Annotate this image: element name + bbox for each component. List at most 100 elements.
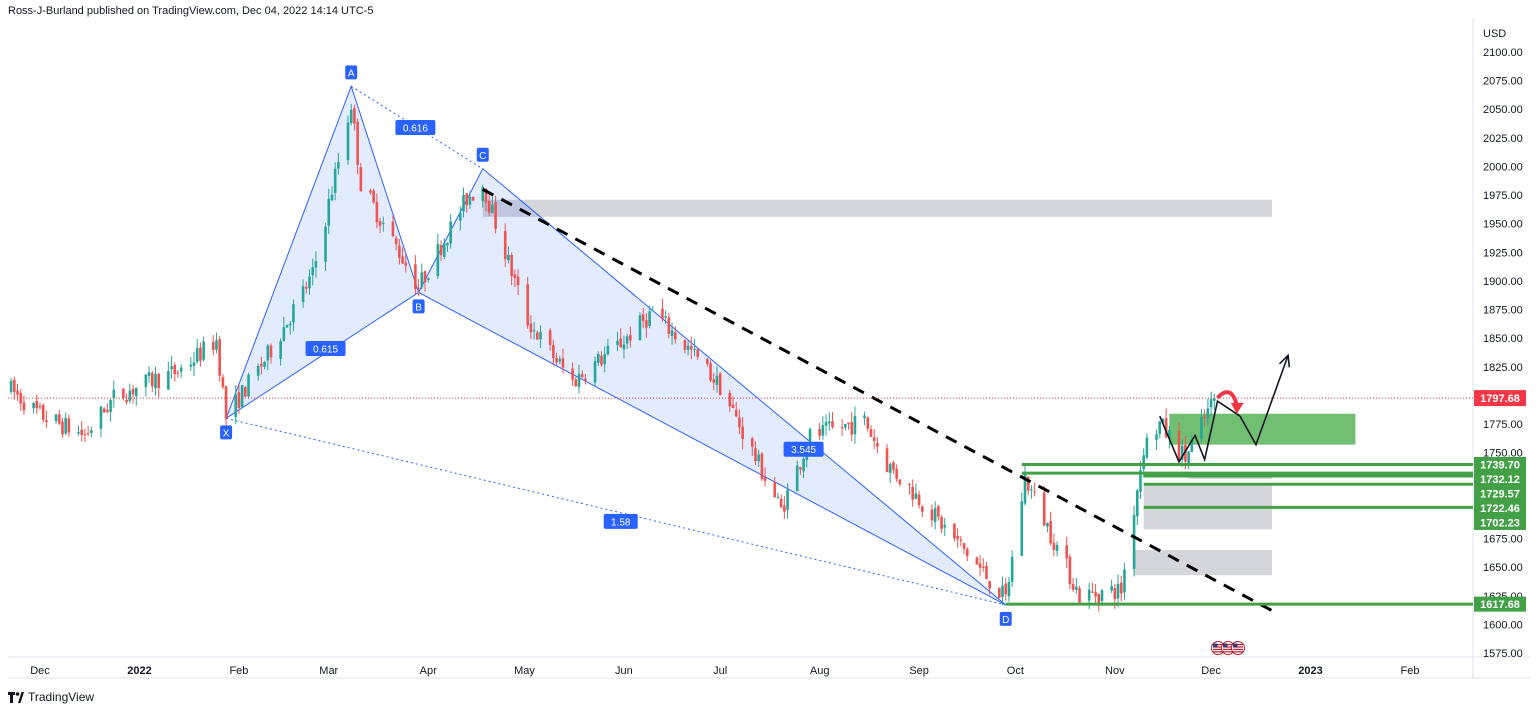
event-icons [1211, 641, 1245, 655]
candle-body [372, 190, 375, 203]
candle-body [195, 348, 199, 362]
level-badge [1474, 471, 1526, 487]
candle-body [821, 425, 825, 436]
candle-body [1097, 594, 1101, 603]
gray-zone [482, 199, 1273, 217]
y-tick-label: 1900.00 [1483, 276, 1523, 288]
pattern-ratio-badge [305, 340, 346, 356]
candle-body [532, 330, 536, 332]
candle-body [167, 370, 170, 390]
y-tick-label: 2000.00 [1483, 161, 1523, 173]
x-tick-label: Nov [1105, 665, 1125, 677]
flag-canton [1223, 643, 1228, 648]
candle-body [218, 339, 221, 376]
pattern-ratio-label: 3.545 [791, 445, 816, 456]
candle-body [1200, 417, 1203, 439]
candle-body [134, 387, 138, 397]
candle-body [1065, 545, 1068, 559]
x-tick-label: Sep [909, 665, 929, 677]
candle-body [741, 426, 744, 439]
candle-body [256, 366, 260, 377]
candle-body [933, 508, 937, 523]
us-flag-icon[interactable] [1231, 641, 1245, 655]
candle-body [872, 437, 876, 441]
candle-body [13, 379, 16, 392]
candle-body [1100, 590, 1104, 602]
y-tick-label: 1925.00 [1483, 247, 1523, 259]
x-tick-label: 2022 [127, 665, 151, 677]
pattern-point-label: D [1002, 615, 1009, 626]
candle-body [600, 355, 603, 365]
candle-body [760, 453, 764, 480]
pattern-triangle-bcd [417, 167, 1007, 606]
candle-body [462, 194, 465, 212]
candle-body [176, 372, 180, 374]
pattern-ratio-label: 0.616 [403, 124, 428, 135]
candle-body [558, 358, 562, 362]
candle-body [1020, 501, 1024, 556]
support-levels: 1739.70 1732.12 1729.57 1722.46 1702.23 1617.… [1005, 456, 1526, 612]
candle-body [38, 406, 42, 408]
candle-body [324, 226, 327, 262]
x-tick-label: Aug [810, 665, 830, 677]
candle-body [593, 360, 597, 383]
flag-stripe [1213, 648, 1223, 650]
candle-body [1203, 416, 1206, 418]
candle-body [211, 341, 215, 350]
candle-body [638, 315, 642, 341]
candle-body [1139, 470, 1142, 492]
y-tick-label: 2100.00 [1483, 47, 1523, 59]
candle-body [80, 430, 84, 435]
candle-body [1052, 542, 1056, 550]
candle-body [1209, 398, 1213, 408]
candle-body [465, 193, 469, 206]
candle-body [1145, 437, 1149, 458]
candle-body [888, 464, 892, 474]
y-tick-label: 1675.00 [1483, 534, 1523, 546]
candle-body [693, 348, 696, 350]
candle-body [260, 363, 263, 367]
level-badge [1474, 456, 1526, 472]
candle-body [244, 387, 247, 397]
flag-stripe [1233, 648, 1243, 650]
y-tick-label: 1975.00 [1483, 190, 1523, 202]
flag-stripe [1233, 646, 1243, 648]
candle-body [975, 557, 979, 565]
candle-body [850, 422, 854, 435]
flag-stripe [1213, 646, 1223, 648]
candle-body [1001, 585, 1004, 597]
candle-body [494, 202, 497, 229]
candle-body [706, 359, 709, 364]
candle-body [337, 161, 340, 169]
candle-body [773, 482, 777, 498]
candle-body [234, 394, 238, 418]
tradingview-logo-icon [8, 691, 24, 703]
candle-body [869, 429, 873, 437]
x-tick-label: Jun [615, 665, 633, 677]
candle-body [468, 196, 472, 205]
candle-body [754, 448, 757, 462]
pattern-dotted-leg [350, 85, 484, 170]
candle-body [917, 494, 921, 506]
candle-body [892, 462, 895, 470]
candle-body [1094, 591, 1097, 597]
candle-body [237, 392, 241, 408]
candle-body [1004, 583, 1008, 595]
candle-body [131, 388, 135, 395]
us-flag-icon[interactable] [1211, 641, 1225, 655]
candle-body [802, 458, 805, 472]
pattern-point-label: C [479, 151, 486, 162]
flag-stripe [1213, 644, 1223, 646]
candle-body [240, 385, 244, 407]
candle-body [414, 264, 417, 290]
candle-body [555, 357, 558, 363]
x-tick-label: Feb [1401, 665, 1420, 677]
candle-body [998, 587, 1001, 598]
candle-body [552, 345, 555, 359]
level-label: 1617.68 [1480, 599, 1520, 611]
pattern-ratio-badge [603, 513, 638, 529]
candle-body [1158, 421, 1162, 434]
candle-body [616, 340, 619, 346]
candle-body [285, 324, 289, 328]
